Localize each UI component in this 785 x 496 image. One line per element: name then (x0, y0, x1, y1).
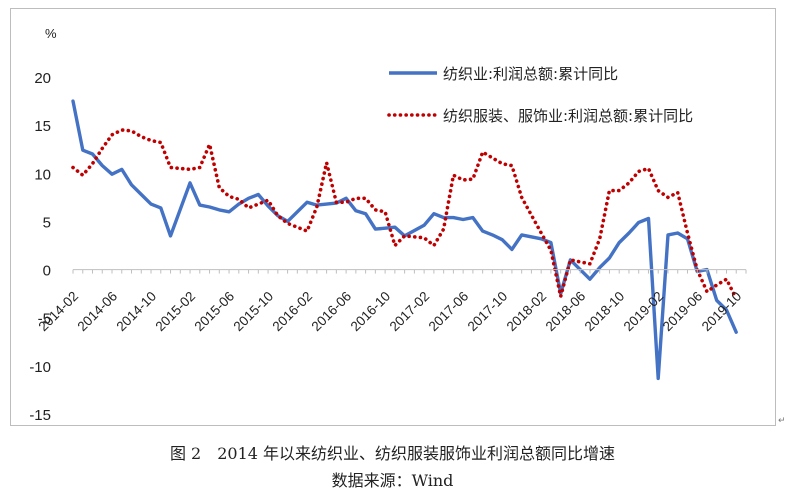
x-tick-label: 2015-06 (192, 289, 238, 335)
x-tick-label: 2018-06 (543, 289, 589, 335)
y-tick-label: -15 (29, 407, 51, 424)
x-tick-label: 2017-10 (465, 289, 511, 335)
y-unit-label: % (45, 26, 57, 41)
figure-caption: 图 2 2014 年以来纺织业、纺织服装服饰业利润总额同比增速 (169, 444, 616, 463)
x-tick-label: 2018-02 (504, 289, 550, 335)
x-tick-label: 2019-10 (699, 289, 745, 335)
y-tick-label: 15 (34, 118, 51, 135)
data-source: 数据来源：Wind (331, 471, 454, 490)
x-tick-label: 2018-10 (582, 289, 628, 335)
series-layer (71, 99, 738, 381)
x-tick-label: 2016-10 (348, 289, 394, 335)
y-tick-label: 5 (43, 214, 51, 231)
x-tick-label: 2015-02 (153, 289, 199, 335)
y-tick-label: -10 (29, 359, 51, 376)
y-tick-label: 0 (43, 263, 51, 280)
paragraph-mark-icon: ↵ (778, 416, 785, 426)
y-tick-label: 20 (34, 70, 51, 87)
x-tick-label: 2017-06 (426, 289, 472, 335)
x-tick-label: 2015-10 (231, 289, 277, 335)
series-line-apparel (71, 128, 738, 301)
x-tick-label: 2016-02 (270, 289, 316, 335)
x-tick-label: 2019-02 (621, 289, 667, 335)
x-tick-label: 2016-06 (309, 289, 355, 335)
x-tick-label: 2014-10 (114, 289, 160, 335)
chart-frame: % 20 15 10 5 0 -5 -10 -15 2014-02 2014-06 2014-10 20… (10, 8, 776, 426)
legend-label-textile: 纺织业:利润总额:累计同比 (443, 65, 618, 83)
series-line-textile (71, 99, 738, 381)
y-tick-label: -5 (38, 311, 51, 328)
line-chart: %20151050-5-10-152014-022014-062014-1020… (29, 26, 747, 424)
x-tick-label: 2014-06 (74, 289, 120, 335)
y-tick-label: 10 (34, 166, 51, 183)
legend-label-apparel: 纺织服装、服饰业:利润总额:累计同比 (443, 107, 693, 125)
x-tick-label: 2019-06 (660, 289, 706, 335)
x-tick-label: 2017-02 (387, 289, 433, 335)
